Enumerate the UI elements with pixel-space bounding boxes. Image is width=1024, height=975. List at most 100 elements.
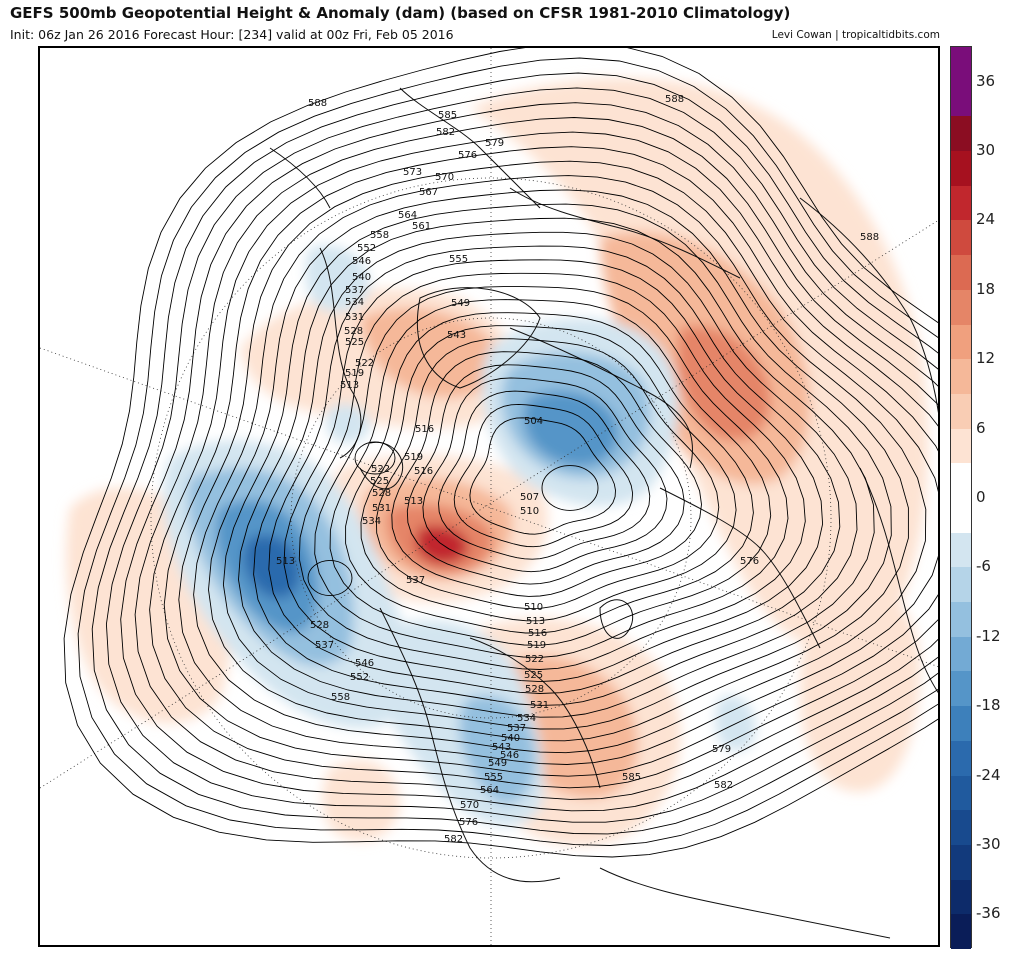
polar-map: 588 585 582 579 576 573 570 567 564 561 558 555 552 5… xyxy=(38,46,940,947)
colorbar-segment xyxy=(951,220,971,256)
height-contour xyxy=(208,189,909,742)
height-contour xyxy=(149,131,938,789)
contour-label: 537 xyxy=(406,575,425,586)
contour-label: 519 xyxy=(345,368,364,379)
contour-label: 531 xyxy=(372,503,391,514)
colorbar-segment xyxy=(951,393,971,429)
contour-label: 549 xyxy=(451,298,470,309)
contour-label: 537 xyxy=(507,723,526,734)
colorbar-segment xyxy=(951,463,971,533)
colorbar-segment xyxy=(951,428,971,464)
colorbar-segment xyxy=(951,289,971,325)
height-contour xyxy=(178,160,938,765)
height-contour xyxy=(406,364,685,585)
contour-label: 513 xyxy=(404,496,423,507)
closed-low-contour xyxy=(307,559,353,597)
contour-label: 510 xyxy=(524,602,543,613)
contour-label: 531 xyxy=(345,312,364,323)
colorbar-tick-label: 6 xyxy=(976,418,986,437)
contour-label: 576 xyxy=(740,556,759,567)
colorbar-segment xyxy=(951,116,971,152)
height-contour xyxy=(283,259,824,683)
contour-label: 525 xyxy=(370,476,389,487)
height-contour xyxy=(63,48,938,858)
contour-label: 546 xyxy=(355,658,374,669)
anomaly-neg-northamerica-mid xyxy=(459,695,536,804)
contour-label: 540 xyxy=(352,272,371,283)
colorbar-segment xyxy=(951,879,971,915)
contour-label: 543 xyxy=(492,742,511,753)
contour-label: 528 xyxy=(525,684,544,695)
contour-label: 588 xyxy=(665,94,684,105)
contour-label: 570 xyxy=(435,172,454,183)
anomaly-neg-atlantic-max xyxy=(243,534,301,599)
contour-label: 564 xyxy=(398,210,417,221)
colorbar-segment xyxy=(951,151,971,186)
colorbar-segment xyxy=(951,602,971,637)
colorbar-segment xyxy=(951,914,971,949)
contour-label: 525 xyxy=(345,337,364,348)
colorbar-segment xyxy=(951,324,971,360)
colorbar-tick-label: -30 xyxy=(976,834,1001,853)
contour-label: 576 xyxy=(459,817,478,828)
colorbar-tick-label: -36 xyxy=(976,904,1001,923)
colorbar-tick-label: -12 xyxy=(976,626,1001,645)
height-contour xyxy=(91,72,938,835)
colorbar-tick-label: 24 xyxy=(976,210,996,229)
height-contour xyxy=(314,286,789,658)
contour-label: 540 xyxy=(501,733,520,744)
anomaly-neg-kara-strong xyxy=(523,390,619,467)
contour-label: 582 xyxy=(444,834,463,845)
colorbar-segment xyxy=(951,359,971,394)
contour-label: 585 xyxy=(438,110,457,121)
height-contour xyxy=(375,338,720,610)
contour-label: 582 xyxy=(436,127,455,138)
height-contour xyxy=(268,245,841,694)
forecast-info: Init: 06z Jan 26 2016 Forecast Hour: [23… xyxy=(10,27,454,42)
contour-label: 513 xyxy=(276,556,295,567)
contour-label: 552 xyxy=(357,243,376,254)
contour-label: 588 xyxy=(860,232,879,243)
contour-label: 504 xyxy=(524,416,543,427)
closed-low-contour xyxy=(541,465,599,511)
anomaly-shading xyxy=(66,78,929,846)
colorbar-tick-label: -24 xyxy=(976,765,1001,784)
contour-label: 522 xyxy=(371,464,390,475)
colorbar-segment xyxy=(951,740,971,776)
colorbar-tick-label: 0 xyxy=(976,488,986,506)
contour-label: 534 xyxy=(362,516,381,527)
contour-label: 516 xyxy=(414,466,433,477)
height-contour xyxy=(360,325,737,622)
contour-label: 525 xyxy=(524,670,543,681)
anomaly-pos-siberia-strong xyxy=(677,326,771,441)
colorbar-segment xyxy=(951,810,971,845)
height-contour xyxy=(391,351,702,597)
contour-label: 555 xyxy=(449,254,468,265)
height-contour xyxy=(422,377,668,573)
contour-label: 531 xyxy=(530,700,549,711)
contour-label: 528 xyxy=(310,620,329,631)
contour-label: 534 xyxy=(345,297,364,308)
height-contour xyxy=(438,390,651,560)
colorbar-segment xyxy=(951,567,971,603)
height-contour xyxy=(253,231,858,706)
contour-label: 573 xyxy=(403,167,422,178)
height-contour xyxy=(298,272,806,670)
height-contour xyxy=(222,203,892,730)
height-contour xyxy=(105,87,938,823)
colorbar-segment xyxy=(951,47,971,117)
contour-label: 576 xyxy=(458,150,477,161)
contour-label: 558 xyxy=(370,230,389,241)
contour-label: 522 xyxy=(355,358,374,369)
contour-label: 528 xyxy=(344,326,363,337)
height-contour xyxy=(329,299,772,646)
colorbar-tick-label: 30 xyxy=(976,141,996,160)
contour-label: 519 xyxy=(404,452,423,463)
height-contour xyxy=(120,102,938,812)
contour-label: 510 xyxy=(520,506,539,517)
height-contour xyxy=(163,146,938,777)
colorbar-tick-label: -6 xyxy=(976,557,991,576)
contour-label: 579 xyxy=(485,138,504,149)
contour-label: 519 xyxy=(527,640,546,651)
contour-label: 579 xyxy=(712,744,731,755)
